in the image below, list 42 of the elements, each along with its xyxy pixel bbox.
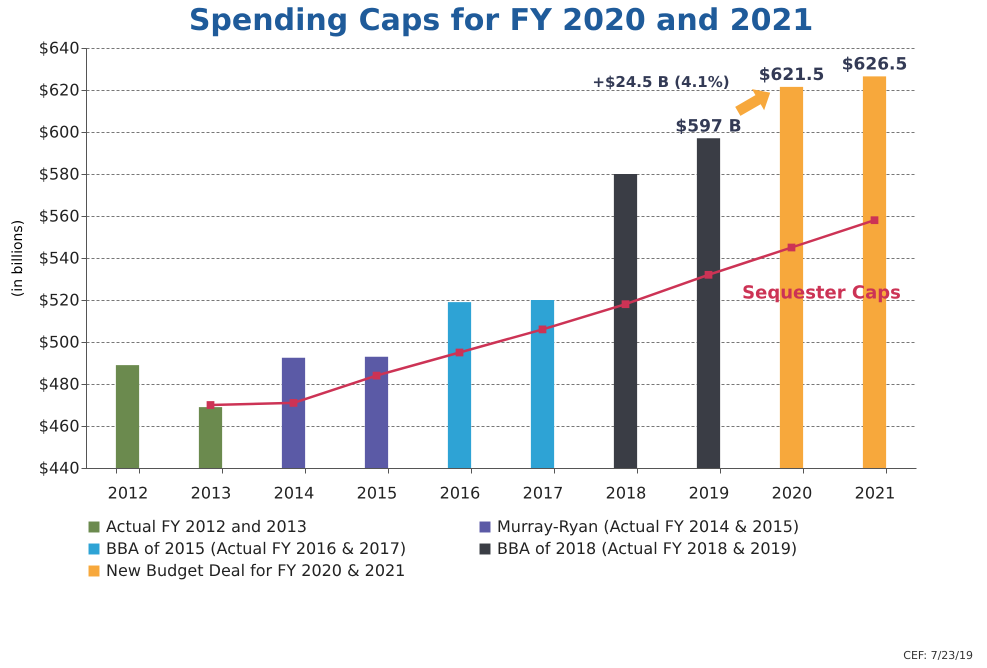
data-label: $597 B (675, 116, 742, 136)
point (456, 348, 464, 356)
legend-label: Actual FY 2012 and 2013 (106, 517, 307, 536)
y-tick-label: $480 (38, 374, 80, 394)
y-tick-label: $640 (38, 38, 80, 58)
x-tick-label: 2018 (606, 484, 646, 502)
point (870, 216, 878, 224)
x-tick-label: 2015 (356, 484, 398, 502)
y-tick-label: $440 (38, 458, 80, 478)
x-tick-label: 2012 (108, 484, 148, 502)
x-tick-label: 2019 (688, 484, 730, 502)
y-tick-label: $580 (38, 164, 80, 184)
annotation: +$24.5 B (4.1%) (592, 73, 730, 91)
y-tick-label: $540 (38, 248, 80, 268)
y-tick-label: $460 (38, 416, 80, 436)
legend-label: BBA of 2015 (Actual FY 2016 & 2017) (106, 539, 406, 558)
legend-label: Murray-Ryan (Actual FY 2014 & 2015) (497, 517, 800, 536)
x-tick-label: 2020 (772, 484, 812, 502)
point (704, 270, 712, 279)
point (622, 300, 630, 308)
y-tick-label: $620 (38, 80, 80, 100)
point (538, 326, 546, 334)
x-tick-label: 2016 (440, 484, 480, 502)
x-tick-label: 2017 (522, 484, 564, 502)
point (372, 372, 380, 380)
y-tick-label: $500 (38, 332, 80, 352)
point (788, 244, 796, 252)
legend-label: New Budget Deal for FY 2020 & 2021 (106, 561, 406, 580)
point (206, 401, 214, 409)
chart-title: Spending Caps for FY 2020 and 2021 (188, 3, 814, 38)
text: CEF: 7/23/19 (903, 649, 973, 662)
x-tick-label: 2013 (190, 484, 232, 502)
data-label: $626.5 (842, 54, 908, 74)
y-axis-title: (in billions) (10, 220, 26, 298)
y-tick-label: $520 (38, 290, 80, 310)
data-label: $621.5 (758, 64, 824, 85)
y-tick-label: $560 (38, 206, 80, 226)
y-tick-label: $600 (38, 122, 80, 142)
x-tick-label: 2014 (274, 484, 314, 502)
x-tick-label: 2021 (854, 484, 896, 502)
legend-label: BBA of 2018 (Actual FY 2018 & 2019) (497, 539, 798, 558)
point (290, 399, 298, 407)
